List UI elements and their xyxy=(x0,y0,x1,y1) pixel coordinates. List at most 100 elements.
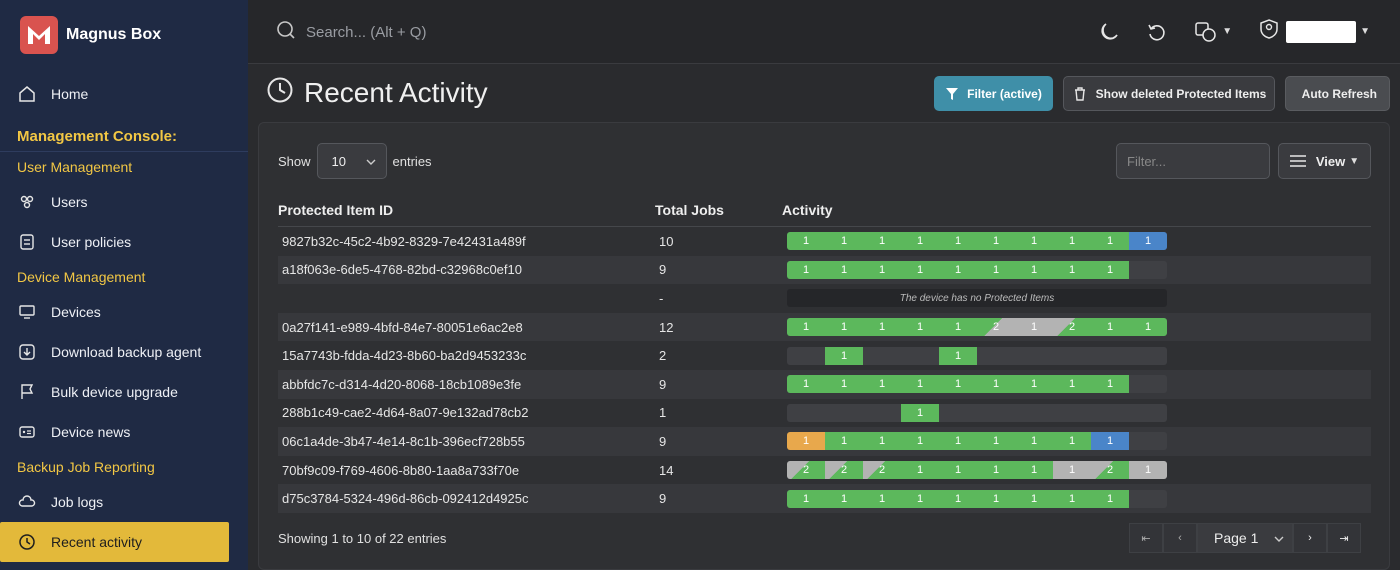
view-label: View xyxy=(1315,153,1346,169)
sidebar-item-label: Download backup agent xyxy=(51,344,202,360)
sidebar-item-bulk-upgrade[interactable]: Bulk device upgrade xyxy=(0,372,248,412)
table-row[interactable]: 288b1c49-cae2-4d64-8a07-9e132ad78cb2 1 1 xyxy=(278,399,1371,428)
entries-value: 10 xyxy=(331,153,346,169)
table-row[interactable]: - The device has no Protected Items xyxy=(278,284,1371,313)
filter-button-label: Filter (active) xyxy=(967,86,1042,101)
item-id: a18f063e-6de5-4768-82bd-c32968c0ef10 xyxy=(282,262,522,278)
search-input[interactable]: Search... (Alt + Q) xyxy=(276,20,426,44)
nav-group-backup-reporting: Backup Job Reporting xyxy=(17,459,155,475)
flag-icon xyxy=(17,382,37,402)
item-id: 288b1c49-cae2-4d64-8a07-9e132ad78cb2 xyxy=(282,405,529,421)
sidebar-item-download-agent[interactable]: Download backup agent xyxy=(0,332,248,372)
entries-label: entries xyxy=(392,153,432,169)
total-jobs: 2 xyxy=(659,348,667,364)
entries-select[interactable]: 10 xyxy=(316,143,387,179)
sidebar-item-users[interactable]: Users xyxy=(0,182,248,222)
download-icon xyxy=(17,342,37,362)
item-id: 70bf9c09-f769-4606-8b80-1aa8a733f70e xyxy=(282,462,520,478)
dark-mode-moon-icon[interactable] xyxy=(1098,21,1120,43)
menu-icon xyxy=(1289,155,1306,167)
item-id: abbfdc7c-d314-4d20-8068-18cb1089e3fe xyxy=(282,376,522,392)
sidebar-nav: Home Management Console: User Management… xyxy=(0,74,248,562)
sidebar-item-home[interactable]: Home xyxy=(0,74,248,114)
sidebar-item-label: Job logs xyxy=(51,494,104,510)
table-row[interactable]: 0a27f141-e989-4bfd-84e7-80051e6ac2e8 12 … xyxy=(278,312,1371,342)
item-id: 0a27f141-e989-4bfd-84e7-80051e6ac2e8 xyxy=(282,319,523,335)
sidebar-item-job-logs[interactable]: Job logs xyxy=(0,482,248,522)
brand-name: Magnus Box xyxy=(66,26,162,43)
total-jobs: 1 xyxy=(659,405,667,421)
filter-button[interactable]: Filter (active) xyxy=(934,76,1053,111)
sidebar-item-label: User policies xyxy=(51,234,132,250)
table-row[interactable]: 06c1a4de-3b47-4e14-8c1b-396ecf728b55 9 1… xyxy=(278,427,1371,456)
users-icon xyxy=(17,192,37,212)
view-button[interactable]: View ▼ xyxy=(1278,143,1371,179)
sidebar-item-label: Device news xyxy=(51,424,131,440)
column-header-total[interactable]: Total Jobs xyxy=(655,201,724,218)
monitor-icon xyxy=(17,302,37,322)
chevron-down-icon: ▼ xyxy=(1360,26,1370,37)
show-deleted-label: Show deleted Protected Items xyxy=(1095,86,1267,101)
item-id: d75c3784-5324-496d-86cb-092412d4925c xyxy=(282,491,529,507)
nav-section-title: Management Console: xyxy=(0,122,248,152)
show-deleted-button[interactable]: Show deleted Protected Items xyxy=(1063,76,1275,111)
entries-length-control: Show 10 entries xyxy=(278,143,432,179)
sidebar-item-recent-activity[interactable]: Recent activity xyxy=(0,522,229,562)
table-row[interactable]: 15a7743b-fdda-4d23-8b60-ba2d9453233c 2 1… xyxy=(278,341,1371,370)
news-icon xyxy=(17,422,37,442)
refresh-icon[interactable] xyxy=(1146,21,1168,43)
chevron-down-icon: ▼ xyxy=(1349,155,1360,167)
magnus-box-logo-icon xyxy=(20,16,58,54)
sidebar-item-label: Recent activity xyxy=(51,534,143,550)
table-header: Protected Item ID Total Jobs Activity xyxy=(278,193,1371,227)
brand[interactable]: Magnus Box xyxy=(20,16,161,54)
policy-icon xyxy=(17,232,37,252)
table-row[interactable]: a18f063e-6de5-4768-82bd-c32968c0ef10 9 1… xyxy=(278,255,1371,285)
page-select[interactable]: Page 1 xyxy=(1197,523,1293,553)
clock-icon xyxy=(266,76,294,109)
total-jobs: 9 xyxy=(659,433,667,449)
topbar: Search... (Alt + Q) ▼ ▼ xyxy=(248,0,1400,64)
table-row[interactable]: 70bf9c09-f769-4606-8b80-1aa8a733f70e 14 … xyxy=(278,456,1371,485)
clock-icon xyxy=(17,532,37,552)
sidebar-item-user-policies[interactable]: User policies xyxy=(0,222,248,262)
user-name-box xyxy=(1286,20,1357,43)
language-switch-icon[interactable]: ▼ xyxy=(1194,21,1232,43)
chevron-down-icon xyxy=(1274,530,1284,546)
auto-refresh-toggle[interactable]: Auto Refresh xyxy=(1285,76,1390,111)
user-menu[interactable]: ▼ xyxy=(1258,18,1370,45)
auto-refresh-label: Auto Refresh xyxy=(1301,86,1377,101)
sidebar-item-devices[interactable]: Devices xyxy=(0,292,248,332)
first-page-button[interactable]: ⇤ xyxy=(1129,523,1163,553)
pagination: ⇤ ‹ Page 1 › ⇥ xyxy=(1129,523,1361,553)
column-header-id[interactable]: Protected Item ID xyxy=(278,201,394,218)
total-jobs: 10 xyxy=(659,233,674,249)
activity-table: Protected Item ID Total Jobs Activity 98… xyxy=(278,193,1371,513)
chevron-down-icon: ▼ xyxy=(1222,26,1233,37)
total-jobs: 12 xyxy=(659,319,674,335)
table-row[interactable]: abbfdc7c-d314-4d20-8068-18cb1089e3fe 9 1… xyxy=(278,369,1371,399)
search-icon xyxy=(276,20,296,44)
last-page-button[interactable]: ⇥ xyxy=(1327,523,1361,553)
activity-bar: 1 xyxy=(787,403,1167,422)
total-jobs: 9 xyxy=(659,376,667,392)
column-header-activity: Activity xyxy=(782,201,833,218)
item-id: 15a7743b-fdda-4d23-8b60-ba2d9453233c xyxy=(282,348,527,364)
nav-group-user-management: User Management xyxy=(17,159,133,175)
prev-page-button[interactable]: ‹ xyxy=(1163,523,1197,553)
table-filter-input[interactable]: Filter... xyxy=(1116,143,1270,179)
next-page-button[interactable]: › xyxy=(1293,523,1327,553)
search-placeholder: Search... (Alt + Q) xyxy=(306,23,427,41)
table-row[interactable]: d75c3784-5324-496d-86cb-092412d4925c 9 1… xyxy=(278,484,1371,513)
table-row[interactable]: 9827b32c-45c2-4b92-8329-7e42431a489f 10 … xyxy=(278,227,1371,256)
page-title: Recent Activity xyxy=(304,76,488,108)
chevron-right-icon: › xyxy=(1308,532,1312,544)
total-jobs: 9 xyxy=(659,262,667,278)
sidebar-item-device-news[interactable]: Device news xyxy=(0,412,248,452)
